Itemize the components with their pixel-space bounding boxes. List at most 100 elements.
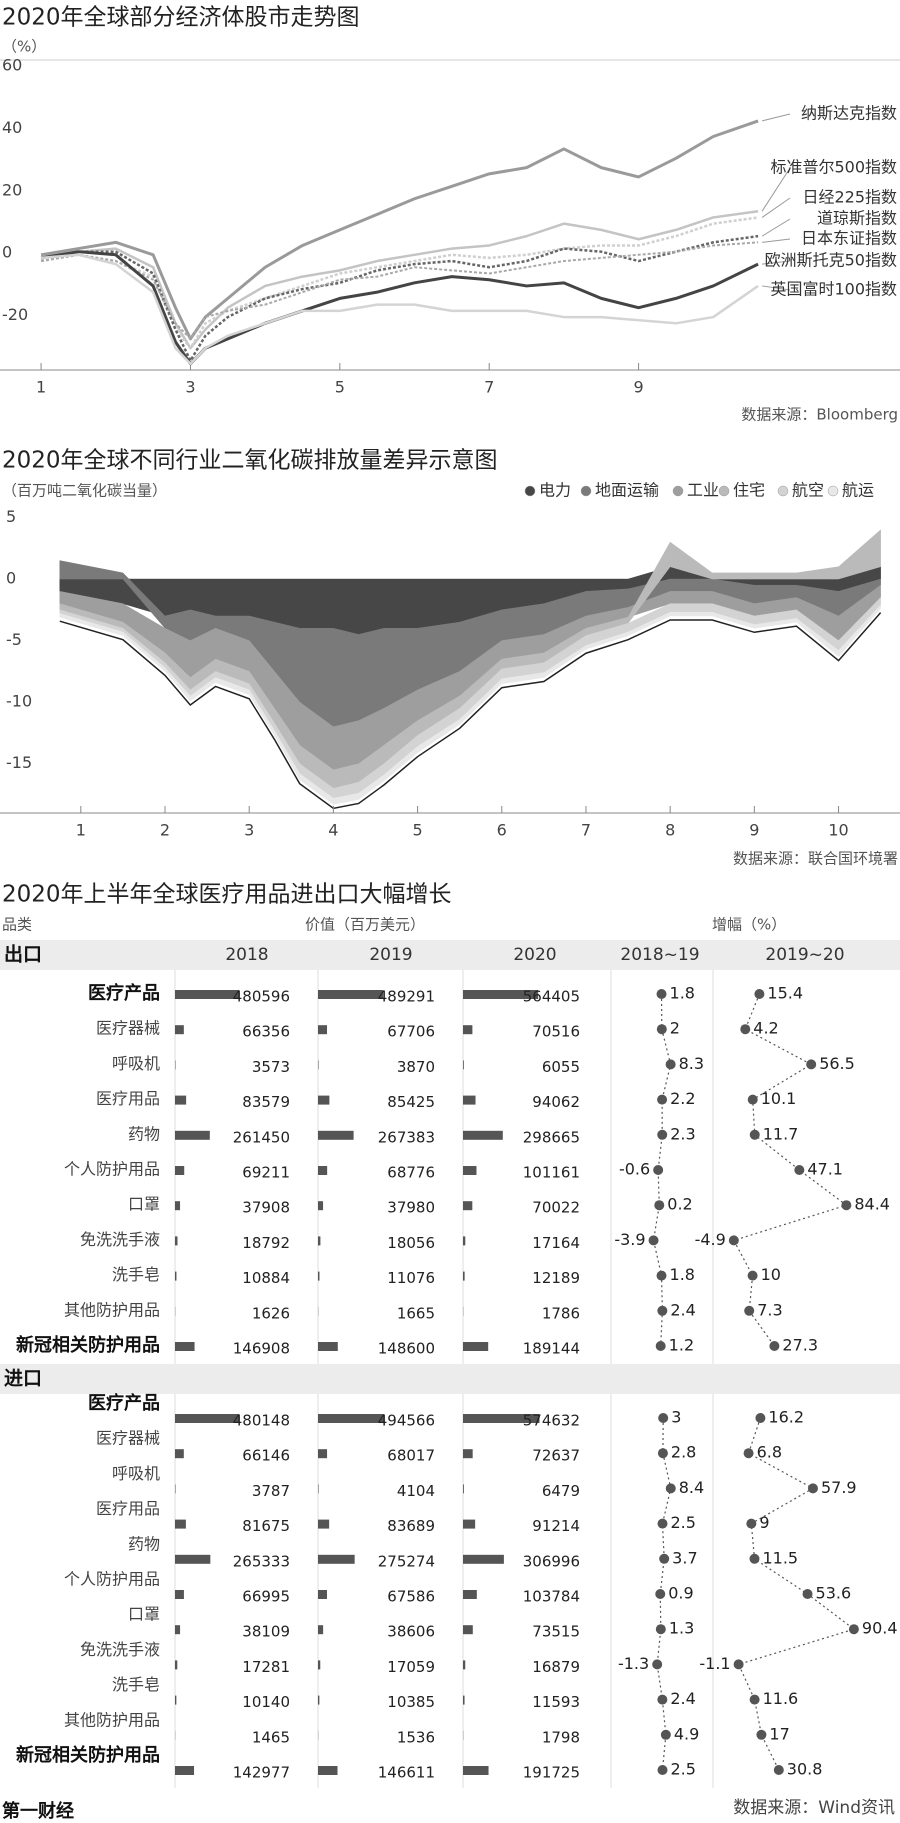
growth-label: 56.5	[819, 1054, 855, 1073]
value-bar	[175, 1414, 239, 1423]
value-label: 16879	[532, 1658, 580, 1676]
value-bar	[463, 1766, 489, 1775]
value-bar	[318, 1060, 319, 1070]
value-bar	[318, 1695, 320, 1705]
row-name: 医疗产品	[88, 1392, 160, 1414]
growth-dot	[655, 1589, 666, 1599]
row-name: 洗手皂	[112, 1675, 160, 1694]
growth-dot	[657, 1518, 668, 1529]
value-bar	[463, 1201, 473, 1211]
value-bar	[463, 1236, 466, 1246]
year-header: 2019	[369, 945, 412, 965]
value-label: 480148	[233, 1412, 290, 1430]
leader-line	[762, 238, 791, 243]
section-name: 进口	[4, 1368, 42, 1390]
x-tick-label: 1	[76, 821, 86, 840]
leader-line	[761, 218, 791, 237]
growth-dot	[794, 1165, 805, 1175]
value-bar	[318, 1025, 328, 1035]
x-tick-label: 6	[497, 821, 507, 840]
growth-label: 90.4	[862, 1619, 898, 1638]
period-header: 2018~19	[620, 945, 699, 965]
row-name: 新冠相关防护用品	[16, 1334, 160, 1356]
growth-dot	[652, 1659, 663, 1670]
y-tick-label: -15	[6, 753, 32, 772]
growth-label: 8.3	[679, 1054, 704, 1073]
series-label: 日本东证指数	[801, 229, 897, 248]
y-tick-label: 40	[2, 118, 22, 137]
growth-dot	[756, 1729, 767, 1740]
growth-label: 2.3	[670, 1124, 695, 1143]
value-label: 68776	[387, 1164, 435, 1182]
growth-dot	[657, 1305, 668, 1316]
value-label: 37908	[242, 1199, 290, 1217]
value-label: 265333	[233, 1552, 290, 1570]
value-label: 1665	[397, 1304, 435, 1322]
legend-label: 电力	[539, 481, 571, 500]
series-label: 道琼斯指数	[817, 209, 897, 228]
growth-label: 1.2	[669, 1336, 694, 1355]
value-label: 189144	[523, 1340, 580, 1358]
growth-label: 57.9	[821, 1478, 857, 1497]
value-label: 10385	[387, 1693, 435, 1711]
growth-label: 16.2	[768, 1408, 804, 1427]
y-tick-label: 5	[6, 507, 16, 526]
growth-connector	[656, 1417, 672, 1771]
publisher-logo: 第一财经	[2, 1800, 74, 1822]
value-label: 66356	[242, 1023, 290, 1041]
line-series	[40, 241, 759, 340]
value-label: 83579	[242, 1093, 290, 1111]
value-bar	[318, 1519, 330, 1529]
value-label: 69211	[242, 1164, 290, 1182]
growth-connector	[732, 993, 848, 1347]
value-bar	[318, 1095, 330, 1105]
legend-swatch	[672, 485, 684, 497]
growth-dot	[656, 1024, 667, 1035]
growth-dot	[657, 1694, 668, 1705]
value-label: 261450	[233, 1128, 290, 1146]
x-tick-label: 9	[749, 821, 759, 840]
x-tick-label: 1	[36, 378, 46, 397]
value-label: 70022	[532, 1199, 580, 1217]
growth-label: 11.7	[763, 1124, 799, 1143]
stack-outline	[59, 612, 882, 810]
growth-label: 10	[761, 1265, 781, 1284]
section-band	[0, 940, 900, 970]
row-name: 免洗洗手液	[80, 1640, 160, 1659]
value-bar	[463, 1414, 540, 1423]
value-label: 306996	[523, 1552, 580, 1570]
growth-label: 7.3	[757, 1300, 782, 1319]
growth-label: -0.6	[619, 1160, 650, 1179]
value-bar	[318, 1201, 324, 1211]
growth-label: -1.1	[699, 1654, 730, 1673]
growth-dot	[841, 1200, 852, 1211]
value-bar	[318, 1484, 319, 1494]
value-bar	[463, 1342, 489, 1351]
y-tick-label: 0	[2, 243, 12, 262]
growth-label: 1.3	[669, 1619, 694, 1638]
growth-label: 4.9	[674, 1724, 699, 1743]
value-bar	[463, 1484, 464, 1494]
x-tick-label: 3	[244, 821, 254, 840]
growth-dot	[754, 989, 765, 999]
value-label: 6055	[542, 1058, 580, 1076]
growth-label: 2.5	[671, 1513, 696, 1532]
row-name: 其他防护用品	[64, 1300, 160, 1319]
growth-dot	[657, 1129, 668, 1140]
leader-line	[761, 167, 791, 212]
growth-dot	[658, 1413, 669, 1423]
value-label: 1786	[542, 1304, 580, 1322]
area-series	[59, 604, 881, 805]
value-bar	[318, 1414, 384, 1423]
value-label: 66995	[242, 1588, 290, 1606]
x-tick-label: 3	[185, 378, 195, 397]
period-header: 2019~20	[765, 945, 844, 965]
growth-dot	[769, 1341, 780, 1351]
value-bar	[175, 1271, 177, 1281]
growth-dot	[749, 1553, 760, 1564]
row-name: 医疗用品	[96, 1089, 160, 1108]
growth-dot	[746, 1518, 757, 1529]
growth-dot	[747, 1094, 758, 1105]
chart-title: 2020年全球不同行业二氧化碳排放量差异示意图	[2, 448, 498, 474]
